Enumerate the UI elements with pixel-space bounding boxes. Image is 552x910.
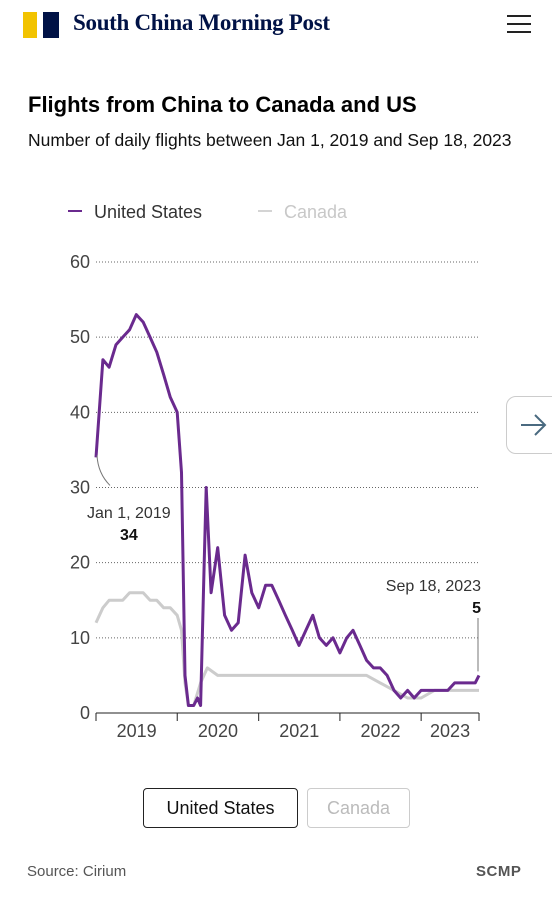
legend-swatch-united-states — [68, 210, 82, 213]
chart-subtitle: Number of daily flights between Jan 1, 2… — [28, 130, 512, 150]
hamburger-menu-icon[interactable] — [503, 12, 535, 36]
legend-swatch-canada — [258, 210, 272, 213]
x-tick-label-2019: 2019 — [117, 721, 157, 741]
x-tick-label-2021: 2021 — [279, 721, 319, 741]
arrow-right-icon — [521, 414, 547, 436]
brand-mark: SCMP — [476, 863, 522, 880]
legend-label-united-states: United States — [94, 202, 203, 222]
logo-yellow-block — [23, 12, 37, 38]
united-states-toggle-button[interactable]: United States — [143, 788, 298, 828]
annotation-value-start: 34 — [120, 527, 138, 544]
x-tick-label-2020: 2020 — [198, 721, 238, 741]
y-tick-label-60: 60 — [70, 252, 90, 272]
x-tick-label-2023: 2023 — [430, 721, 470, 741]
legend-item-united-states: United States — [68, 202, 202, 223]
chart-title: Flights from China to Canada and US — [28, 92, 417, 117]
y-tick-label-30: 30 — [70, 478, 90, 498]
annotation-leader-start — [96, 455, 111, 486]
y-tick-label-20: 20 — [70, 553, 90, 573]
y-tick-label-0: 0 — [80, 703, 90, 723]
canada-toggle-button[interactable]: Canada — [307, 788, 410, 828]
annotation-label-start: Jan 1, 2019 — [87, 505, 171, 522]
x-tick-label-2022: 2022 — [361, 721, 401, 741]
y-tick-label-50: 50 — [70, 327, 90, 347]
series-line-united-states — [94, 313, 481, 707]
scmp-logo-icon[interactable] — [23, 12, 59, 38]
y-tick-label-40: 40 — [70, 402, 90, 422]
logo-navy-block — [43, 12, 59, 38]
logo-text[interactable]: South China Morning Post — [73, 10, 330, 35]
line-chart: 0 10 20 30 40 50 60 2019 2020 2021 2022 2023 Jan 1,… — [70, 252, 481, 741]
next-chart-button[interactable] — [506, 396, 552, 454]
annotation-label-end: Sep 18, 2023 — [386, 578, 481, 595]
series-line-canada — [94, 591, 479, 707]
y-tick-label-10: 10 — [70, 628, 90, 648]
site-header: South China Morning Post — [0, 0, 552, 52]
legend-item-canada: Canada — [258, 202, 347, 223]
annotation-value-end: 5 — [472, 600, 481, 617]
source-credit: Source: Cirium — [27, 863, 127, 880]
legend-label-canada: Canada — [284, 202, 348, 222]
